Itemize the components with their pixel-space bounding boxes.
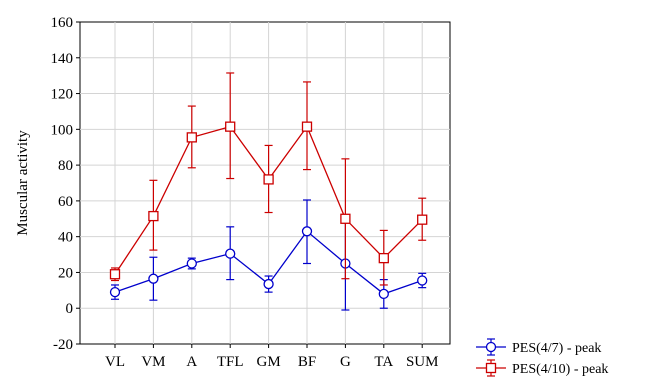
x-tick-label: G (340, 354, 351, 370)
data-point-circle (148, 273, 159, 284)
series-layer (109, 72, 428, 311)
y-tick-label: 40 (58, 230, 73, 246)
data-point-square (225, 121, 236, 132)
y-tick-label: 0 (66, 301, 74, 317)
y-tick-label: 60 (58, 194, 73, 210)
data-point-square (109, 269, 121, 280)
legend-marker-square (485, 362, 497, 374)
x-tick-label: TA (374, 354, 393, 370)
y-tick-label: 20 (58, 265, 73, 281)
x-tick-label: TFL (217, 354, 244, 370)
x-tick-label: GM (257, 354, 281, 370)
y-axis-label: Muscular activity (15, 130, 31, 236)
legend-entry-0: PES(4/7) - peak (476, 338, 601, 356)
y-tick-label: -20 (53, 337, 73, 353)
data-point-square (186, 132, 197, 143)
data-point-square (417, 214, 428, 225)
y-tick-label: 140 (51, 51, 74, 67)
x-tick-label: BF (298, 354, 316, 370)
data-point-circle (186, 258, 197, 269)
y-tick-label: 100 (51, 122, 74, 138)
grid-lines (76, 21, 450, 348)
data-point-circle (378, 288, 389, 300)
data-point-square (378, 252, 389, 264)
x-tick-label: SUM (406, 354, 439, 370)
legend-marker-circle (485, 341, 497, 353)
x-tick-label: VM (141, 354, 165, 370)
legend-label: PES(4/10) - peak (512, 362, 608, 377)
data-point-circle (225, 248, 236, 259)
x-tick-label: VL (105, 354, 125, 370)
data-point-circle (263, 278, 274, 290)
y-tick-label: 120 (51, 87, 74, 103)
data-point-square (340, 213, 351, 224)
legend-entry-1: PES(4/10) - peak (476, 359, 608, 377)
plot-frame (79, 21, 451, 345)
legend: PES(4/7) - peak PES(4/10) - peak (476, 338, 608, 377)
series-1 (109, 72, 428, 286)
data-point-circle (417, 275, 428, 286)
data-point-circle (301, 226, 313, 237)
data-point-circle (109, 286, 121, 298)
y-tick-label: 80 (58, 158, 73, 174)
data-point-square (263, 174, 274, 185)
y-tick-labels: -20 0 20 40 60 80 100 120 140 160 (51, 15, 74, 353)
data-point-square (148, 210, 159, 222)
y-tick-label: 160 (51, 15, 74, 31)
x-tick-labels: VL VM A TFL GM BF G TA SUM (105, 354, 438, 370)
legend-label: PES(4/7) - peak (512, 341, 601, 356)
x-tick-label: A (186, 354, 197, 370)
data-point-square (301, 121, 313, 132)
